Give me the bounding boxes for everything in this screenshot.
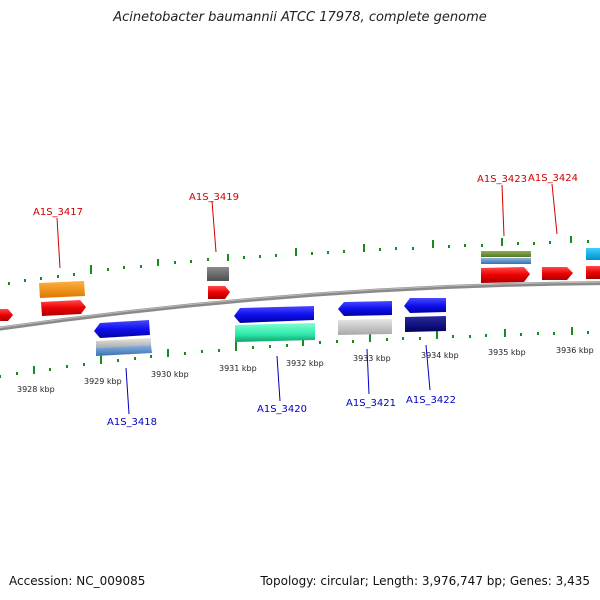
genome-backbone xyxy=(0,281,600,331)
gene-reverse xyxy=(338,301,392,316)
forward-tick-track xyxy=(8,236,589,285)
gene-reverse xyxy=(234,306,314,323)
gene-forward xyxy=(481,267,530,283)
topology-info-text: Topology: circular; Length: 3,976,747 bp… xyxy=(260,574,590,588)
gene-reverse xyxy=(405,316,446,332)
gene-forward xyxy=(39,281,85,298)
genome-backbone-highlight xyxy=(0,281,600,329)
map-title: Acinetobacter baumannii ATCC 17978, comp… xyxy=(113,10,487,25)
scale-labels: 3928 kbp 3929 kbp 3930 kbp 3931 kbp 3932… xyxy=(17,346,594,394)
gene-forward xyxy=(207,267,229,281)
scale-label: 3933 kbp xyxy=(353,354,391,363)
forward-gene-labels: A1S_3417 A1S_3419 A1S_3423 A1S_3424 xyxy=(33,173,578,269)
gene-forward xyxy=(481,251,531,257)
scale-label: 3931 kbp xyxy=(219,364,257,373)
forward-genes[interactable] xyxy=(0,248,600,321)
reverse-tick-track xyxy=(0,327,589,378)
gene-reverse xyxy=(96,345,152,356)
scale-label: 3935 kbp xyxy=(488,348,526,357)
scale-label: 3932 kbp xyxy=(286,359,324,368)
gene-label: A1S_3421 xyxy=(346,398,396,409)
gene-label: A1S_3422 xyxy=(406,395,456,406)
gene-label: A1S_3420 xyxy=(257,404,307,415)
gene-label: A1S_3418 xyxy=(107,417,157,428)
gene-reverse xyxy=(96,338,151,348)
gene-forward xyxy=(586,248,600,260)
gene-reverse xyxy=(338,319,392,335)
gene-reverse xyxy=(94,320,150,338)
gene-reverse xyxy=(235,323,315,342)
gene-label: A1S_3423 xyxy=(477,174,527,185)
gene-forward xyxy=(0,309,13,321)
scale-label: 3930 kbp xyxy=(151,370,189,379)
gene-forward xyxy=(208,286,230,299)
accession-text: Accession: NC_009085 xyxy=(9,574,146,588)
scale-label: 3928 kbp xyxy=(17,385,55,394)
gene-reverse xyxy=(404,298,446,313)
gene-label: A1S_3419 xyxy=(189,192,239,203)
gene-forward xyxy=(542,267,573,280)
scale-label: 3934 kbp xyxy=(421,351,459,360)
gene-label: A1S_3417 xyxy=(33,207,83,218)
gene-label: A1S_3424 xyxy=(528,173,578,184)
gene-forward xyxy=(41,300,86,316)
scale-label: 3936 kbp xyxy=(556,346,594,355)
reverse-genes[interactable] xyxy=(94,298,446,356)
gene-forward xyxy=(481,258,531,264)
scale-label: 3929 kbp xyxy=(84,377,122,386)
gene-forward xyxy=(586,266,600,279)
reverse-gene-labels: A1S_3418 A1S_3420 A1S_3421 A1S_3422 xyxy=(107,344,456,428)
